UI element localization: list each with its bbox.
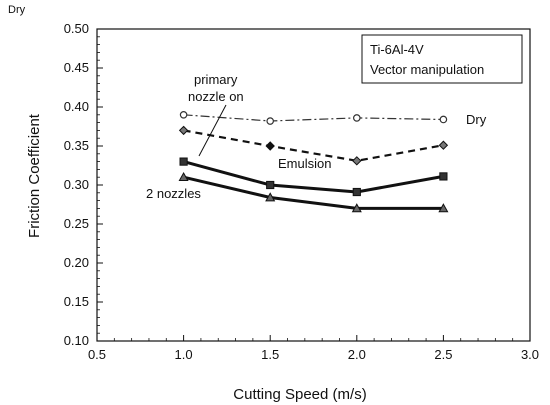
y-tick-label: 0.50 xyxy=(64,21,89,36)
y-tick-label: 0.30 xyxy=(64,177,89,192)
label-primary-line1: primary xyxy=(194,72,238,87)
series-emulsion xyxy=(178,125,449,166)
x-tick-label: 1.5 xyxy=(261,347,279,362)
axis-ticks: 0.10 0.15 0.20 0.25 0.30 0.35 0.40 0.45 0.50 0.5 1… xyxy=(64,21,539,362)
label-emulsion: Emulsion xyxy=(278,156,331,171)
y-tick-label: 0.20 xyxy=(64,255,89,270)
series-line-emulsion xyxy=(183,129,444,162)
x-tick-label: 2.5 xyxy=(434,347,452,362)
point-primary-nozzle-on xyxy=(179,157,188,166)
point-primary-nozzle-on xyxy=(266,180,275,190)
point-emulsion xyxy=(352,156,362,166)
x-tick-label: 0.5 xyxy=(88,347,106,362)
primary-leader-line xyxy=(198,104,227,157)
legend-box: Ti-6Al-4V Vector manipulation xyxy=(361,34,523,84)
y-tick-label: 0.45 xyxy=(64,60,89,75)
series-2-nozzles xyxy=(178,171,449,213)
series-line-dry xyxy=(183,114,444,122)
point-dry xyxy=(352,114,361,122)
legend-line-2: Vector manipulation xyxy=(370,62,484,77)
corner-label: Dry xyxy=(8,4,26,16)
series-line-primary-nozzle-on xyxy=(183,160,444,194)
point-dry xyxy=(439,115,448,124)
y-tick-label: 0.35 xyxy=(64,138,89,153)
point-dry xyxy=(266,117,275,125)
point-emulsion xyxy=(438,140,449,150)
y-tick-label: 0.40 xyxy=(64,99,89,114)
y-tick-label: 0.25 xyxy=(64,216,89,231)
point-dry xyxy=(179,111,188,119)
point-emulsion xyxy=(265,141,275,151)
point-primary-nozzle-on xyxy=(439,172,448,181)
label-two-nozzles: 2 nozzles xyxy=(146,186,201,201)
label-dry: Dry xyxy=(466,112,487,127)
x-tick-label: 1.0 xyxy=(175,347,193,362)
series-layer xyxy=(178,111,449,213)
series-primary-nozzle-on xyxy=(179,157,448,197)
point-emulsion xyxy=(178,125,189,136)
point-primary-nozzle-on xyxy=(352,187,361,197)
x-tick-label: 2.0 xyxy=(348,347,366,362)
y-tick-label: 0.15 xyxy=(64,294,89,309)
series-line-2-nozzles xyxy=(183,175,444,210)
point-2-nozzles xyxy=(438,203,449,213)
point-2-nozzles xyxy=(265,192,276,202)
y-axis-title: Friction Coefficient xyxy=(26,113,43,238)
point-2-nozzles xyxy=(351,203,362,213)
series-dry xyxy=(179,111,448,125)
point-2-nozzles xyxy=(178,171,189,182)
x-tick-label: 3.0 xyxy=(521,347,539,362)
x-axis-title: Cutting Speed (m/s) xyxy=(233,386,366,403)
legend-line-1: Ti-6Al-4V xyxy=(370,42,424,57)
y-tick-label: 0.10 xyxy=(64,333,89,348)
label-primary-line2: nozzle on xyxy=(188,89,244,104)
